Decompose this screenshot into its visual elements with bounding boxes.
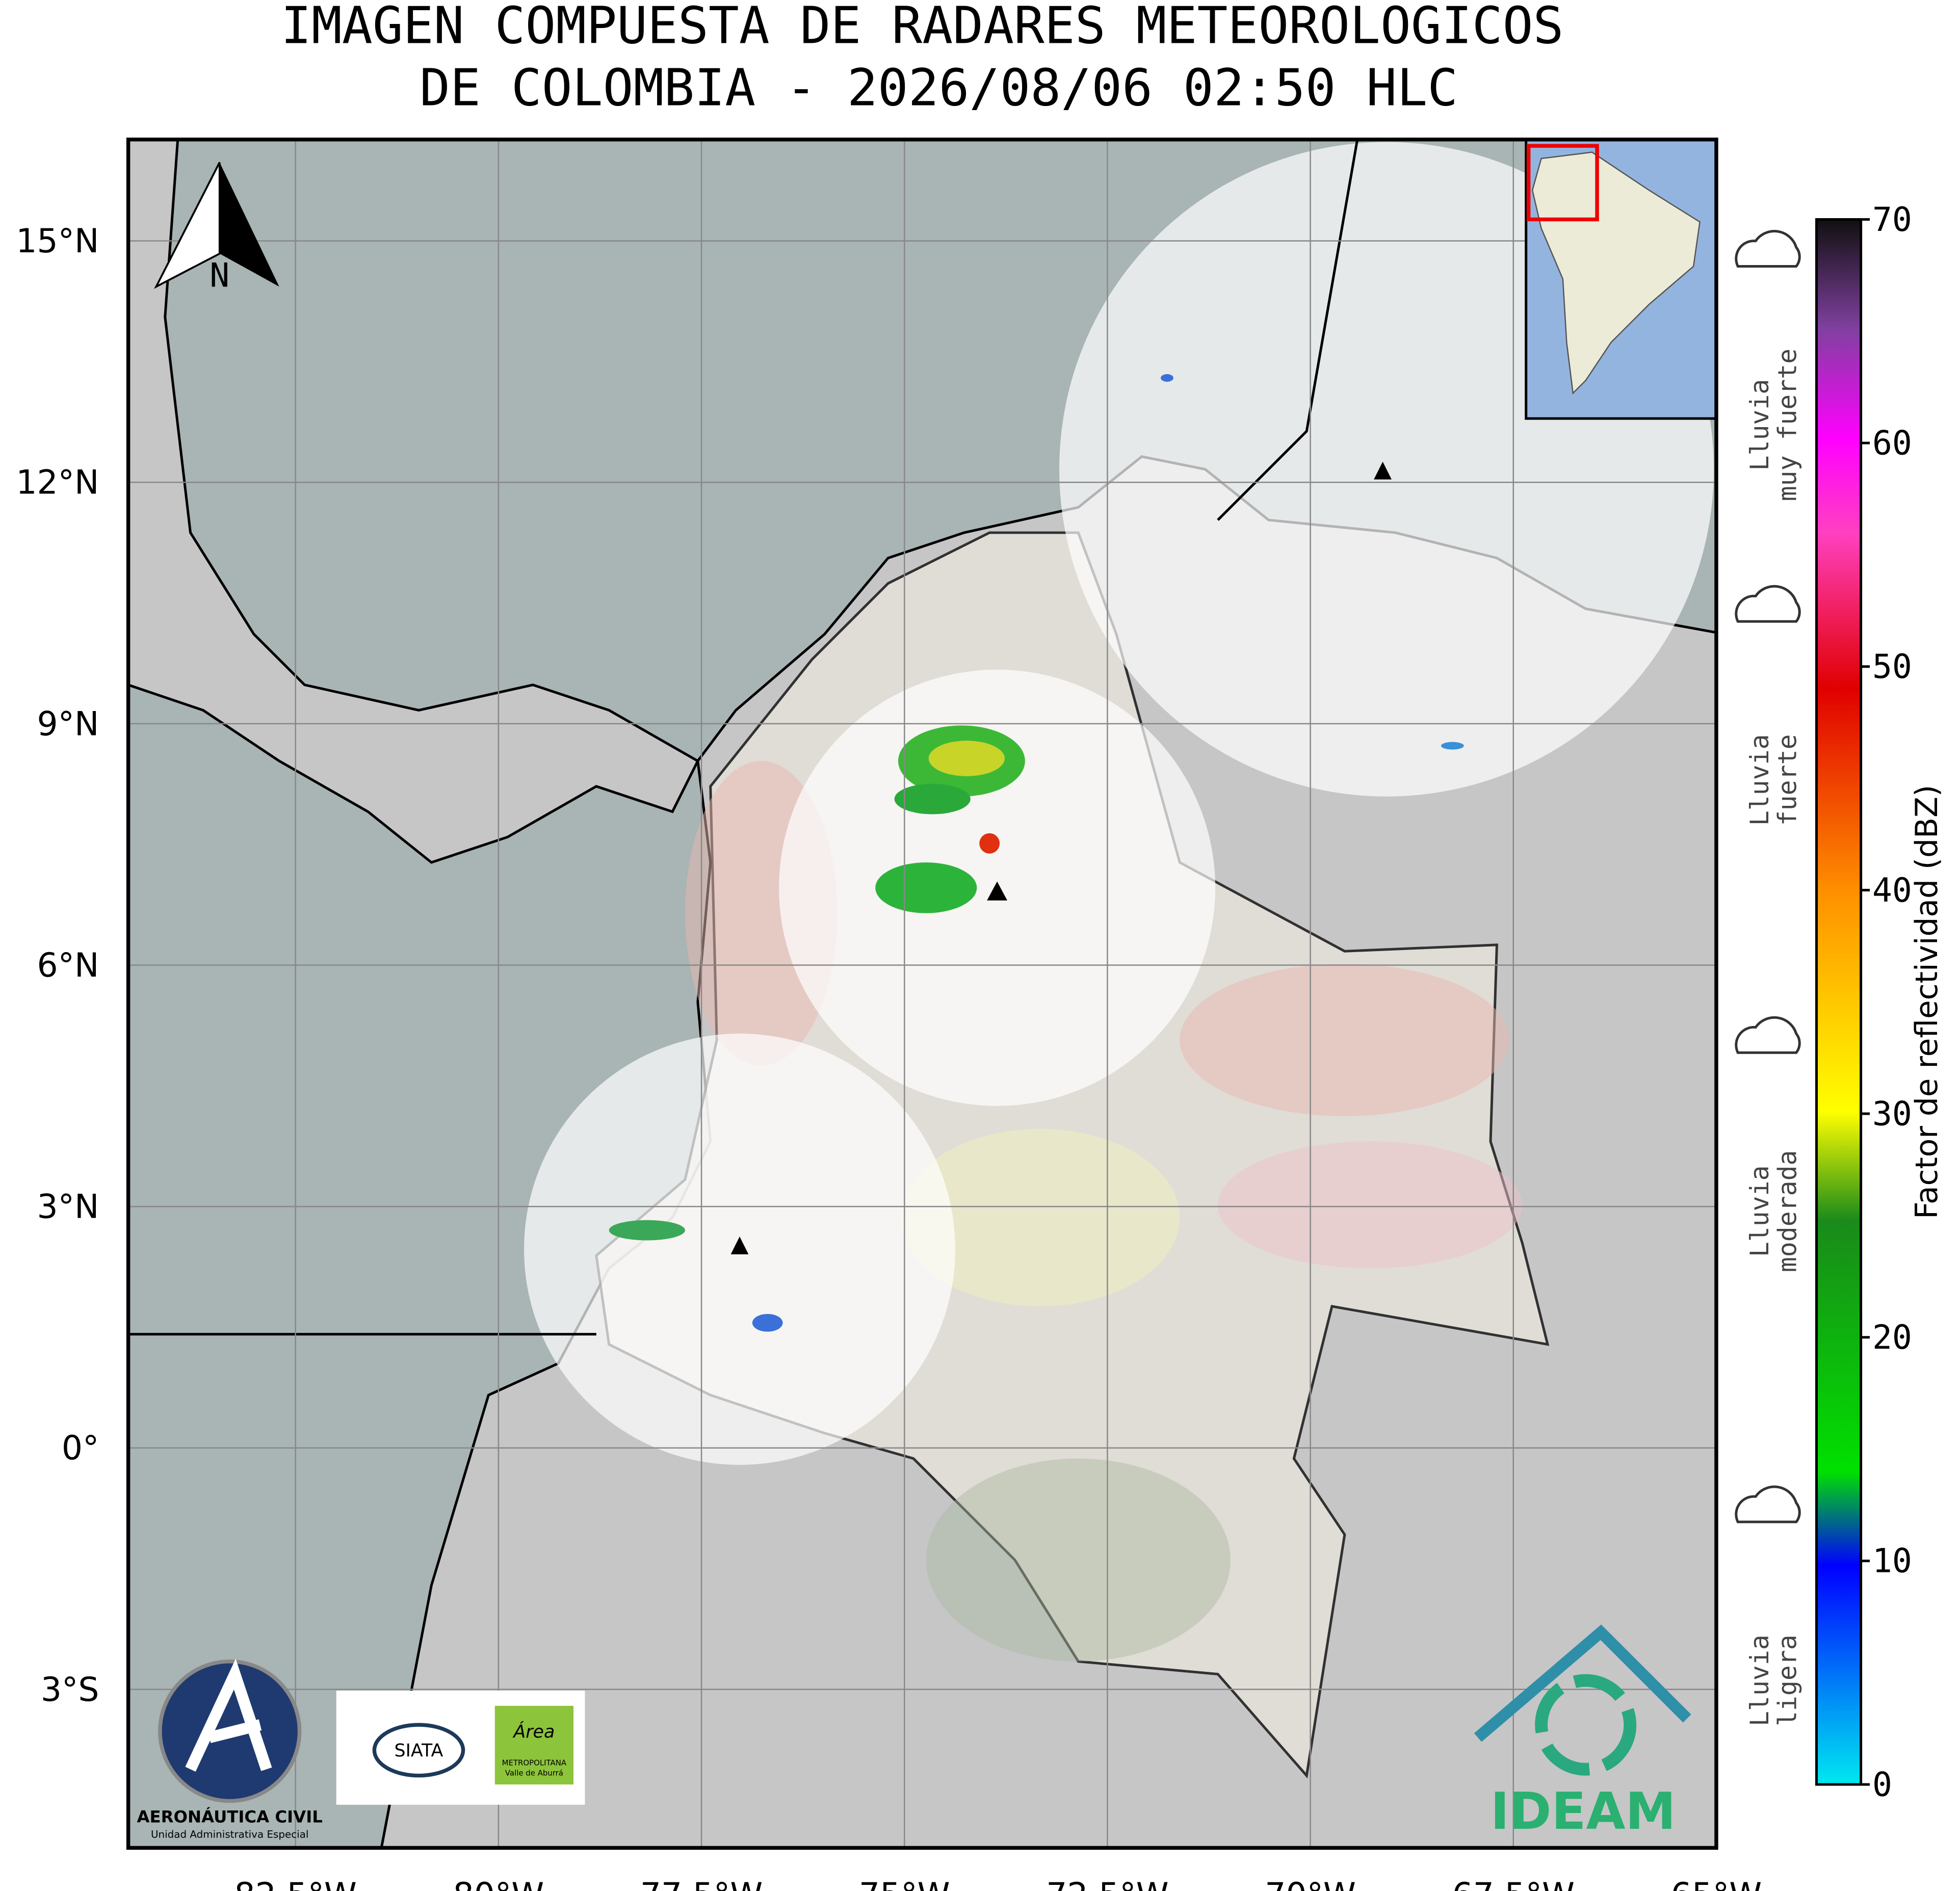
legend-text: moderada (1773, 1150, 1802, 1272)
y-tick-label: 3°N (37, 1188, 99, 1226)
x-tick-label: 77.5°W (640, 1876, 763, 1891)
y-tick-label: 15°N (16, 222, 99, 260)
precipitation (752, 1314, 783, 1332)
x-tick-label: 65°W (1671, 1876, 1762, 1891)
precipitation (1161, 374, 1173, 382)
north-label: N (210, 256, 229, 295)
aerocivil-subtitle: Unidad Administrativa Especial (151, 1828, 308, 1840)
aerocivil-name: AERONÁUTICA CIVIL (137, 1807, 323, 1827)
area-text: Valle de Aburrá (505, 1769, 563, 1778)
title: DE COLOMBIA - 2026/08/06 02:50 HLC (420, 59, 1458, 118)
map-body: N AERONÁUTICA CIVIL Unidad Administrativ… (128, 139, 1716, 1848)
x-tick-label: 75°W (859, 1876, 950, 1891)
ideam-text: IDEAM (1491, 1782, 1676, 1841)
colorbar-tick-label: 70 (1872, 201, 1912, 239)
colorbar-tick-label: 40 (1872, 872, 1912, 910)
area-text: Área (512, 1721, 555, 1742)
central-america-land (128, 139, 700, 864)
precipitation (609, 1220, 685, 1241)
area-text: METROPOLITANA (502, 1758, 567, 1768)
legend-text: muy fuerte (1773, 349, 1802, 502)
radar-site (987, 881, 1007, 901)
colorbar-tick-label: 30 (1872, 1095, 1912, 1133)
terrain-shade (1218, 1141, 1523, 1269)
colorbar (1815, 218, 1863, 1786)
terrain-shade (1180, 964, 1510, 1116)
legend-text: fuerte (1773, 734, 1802, 826)
siata-text: SIATA (394, 1741, 443, 1761)
graticule (128, 139, 1716, 1848)
precipitation (1441, 742, 1464, 750)
precipitation (894, 783, 971, 815)
y-tick-label: 0° (62, 1429, 99, 1467)
legend-text: Lluvia (1745, 1165, 1774, 1257)
radar-site (1374, 461, 1392, 480)
area-logo (494, 1705, 574, 1784)
y-tick-label: 9°N (37, 705, 99, 743)
x-tick-label: 70°W (1265, 1876, 1356, 1891)
forest-shade (926, 1458, 1231, 1662)
weather-icon (1735, 1016, 1801, 1054)
precipitation (875, 862, 977, 913)
legend-text: Lluvia (1745, 734, 1774, 826)
ideam-swirl (1535, 1674, 1637, 1776)
x-tick-label: 72.5°W (1046, 1876, 1168, 1891)
inset-extent (1526, 144, 1599, 222)
colorbar-tick-label: 20 (1872, 1319, 1912, 1357)
colorbar-label: Factor de reflectividad (dBZ) (1910, 785, 1945, 1219)
ideam-roof (1474, 1624, 1691, 1742)
weather-icon (1735, 585, 1801, 623)
x-tick-label: 67.5°W (1452, 1876, 1575, 1891)
weather-icon (1735, 1485, 1801, 1524)
colorbar-tick-label: 10 (1872, 1542, 1912, 1581)
colorbar-tick-label: 50 (1872, 648, 1912, 686)
inset-continent (1531, 151, 1701, 395)
weather-icon (1735, 230, 1801, 268)
legend-text: Lluvia (1745, 1635, 1774, 1726)
map-frame (126, 137, 1718, 1850)
siata-logo (372, 1723, 465, 1778)
colorbar-tick-label: 60 (1872, 425, 1912, 463)
border (1217, 139, 1359, 521)
precipitation (928, 741, 1005, 776)
colorbar-tick-label: 0 (1872, 1766, 1892, 1804)
title: IMAGEN COMPUESTA DE RADARES METEOROLOGIC… (281, 0, 1563, 56)
legend-text: Lluvia (1745, 379, 1774, 471)
y-tick-label: 3°S (41, 1671, 99, 1709)
y-tick-label: 12°N (16, 464, 99, 502)
x-tick-label: 82.5°W (234, 1876, 357, 1891)
radar-site (730, 1237, 749, 1254)
legend-text: ligera (1773, 1635, 1802, 1726)
aerocivil-logo-mark (185, 1659, 272, 1772)
y-tick-label: 6°N (37, 947, 99, 985)
x-tick-label: 80°W (453, 1876, 544, 1891)
terrain-shade (900, 1128, 1180, 1306)
precipitation (979, 833, 1000, 854)
